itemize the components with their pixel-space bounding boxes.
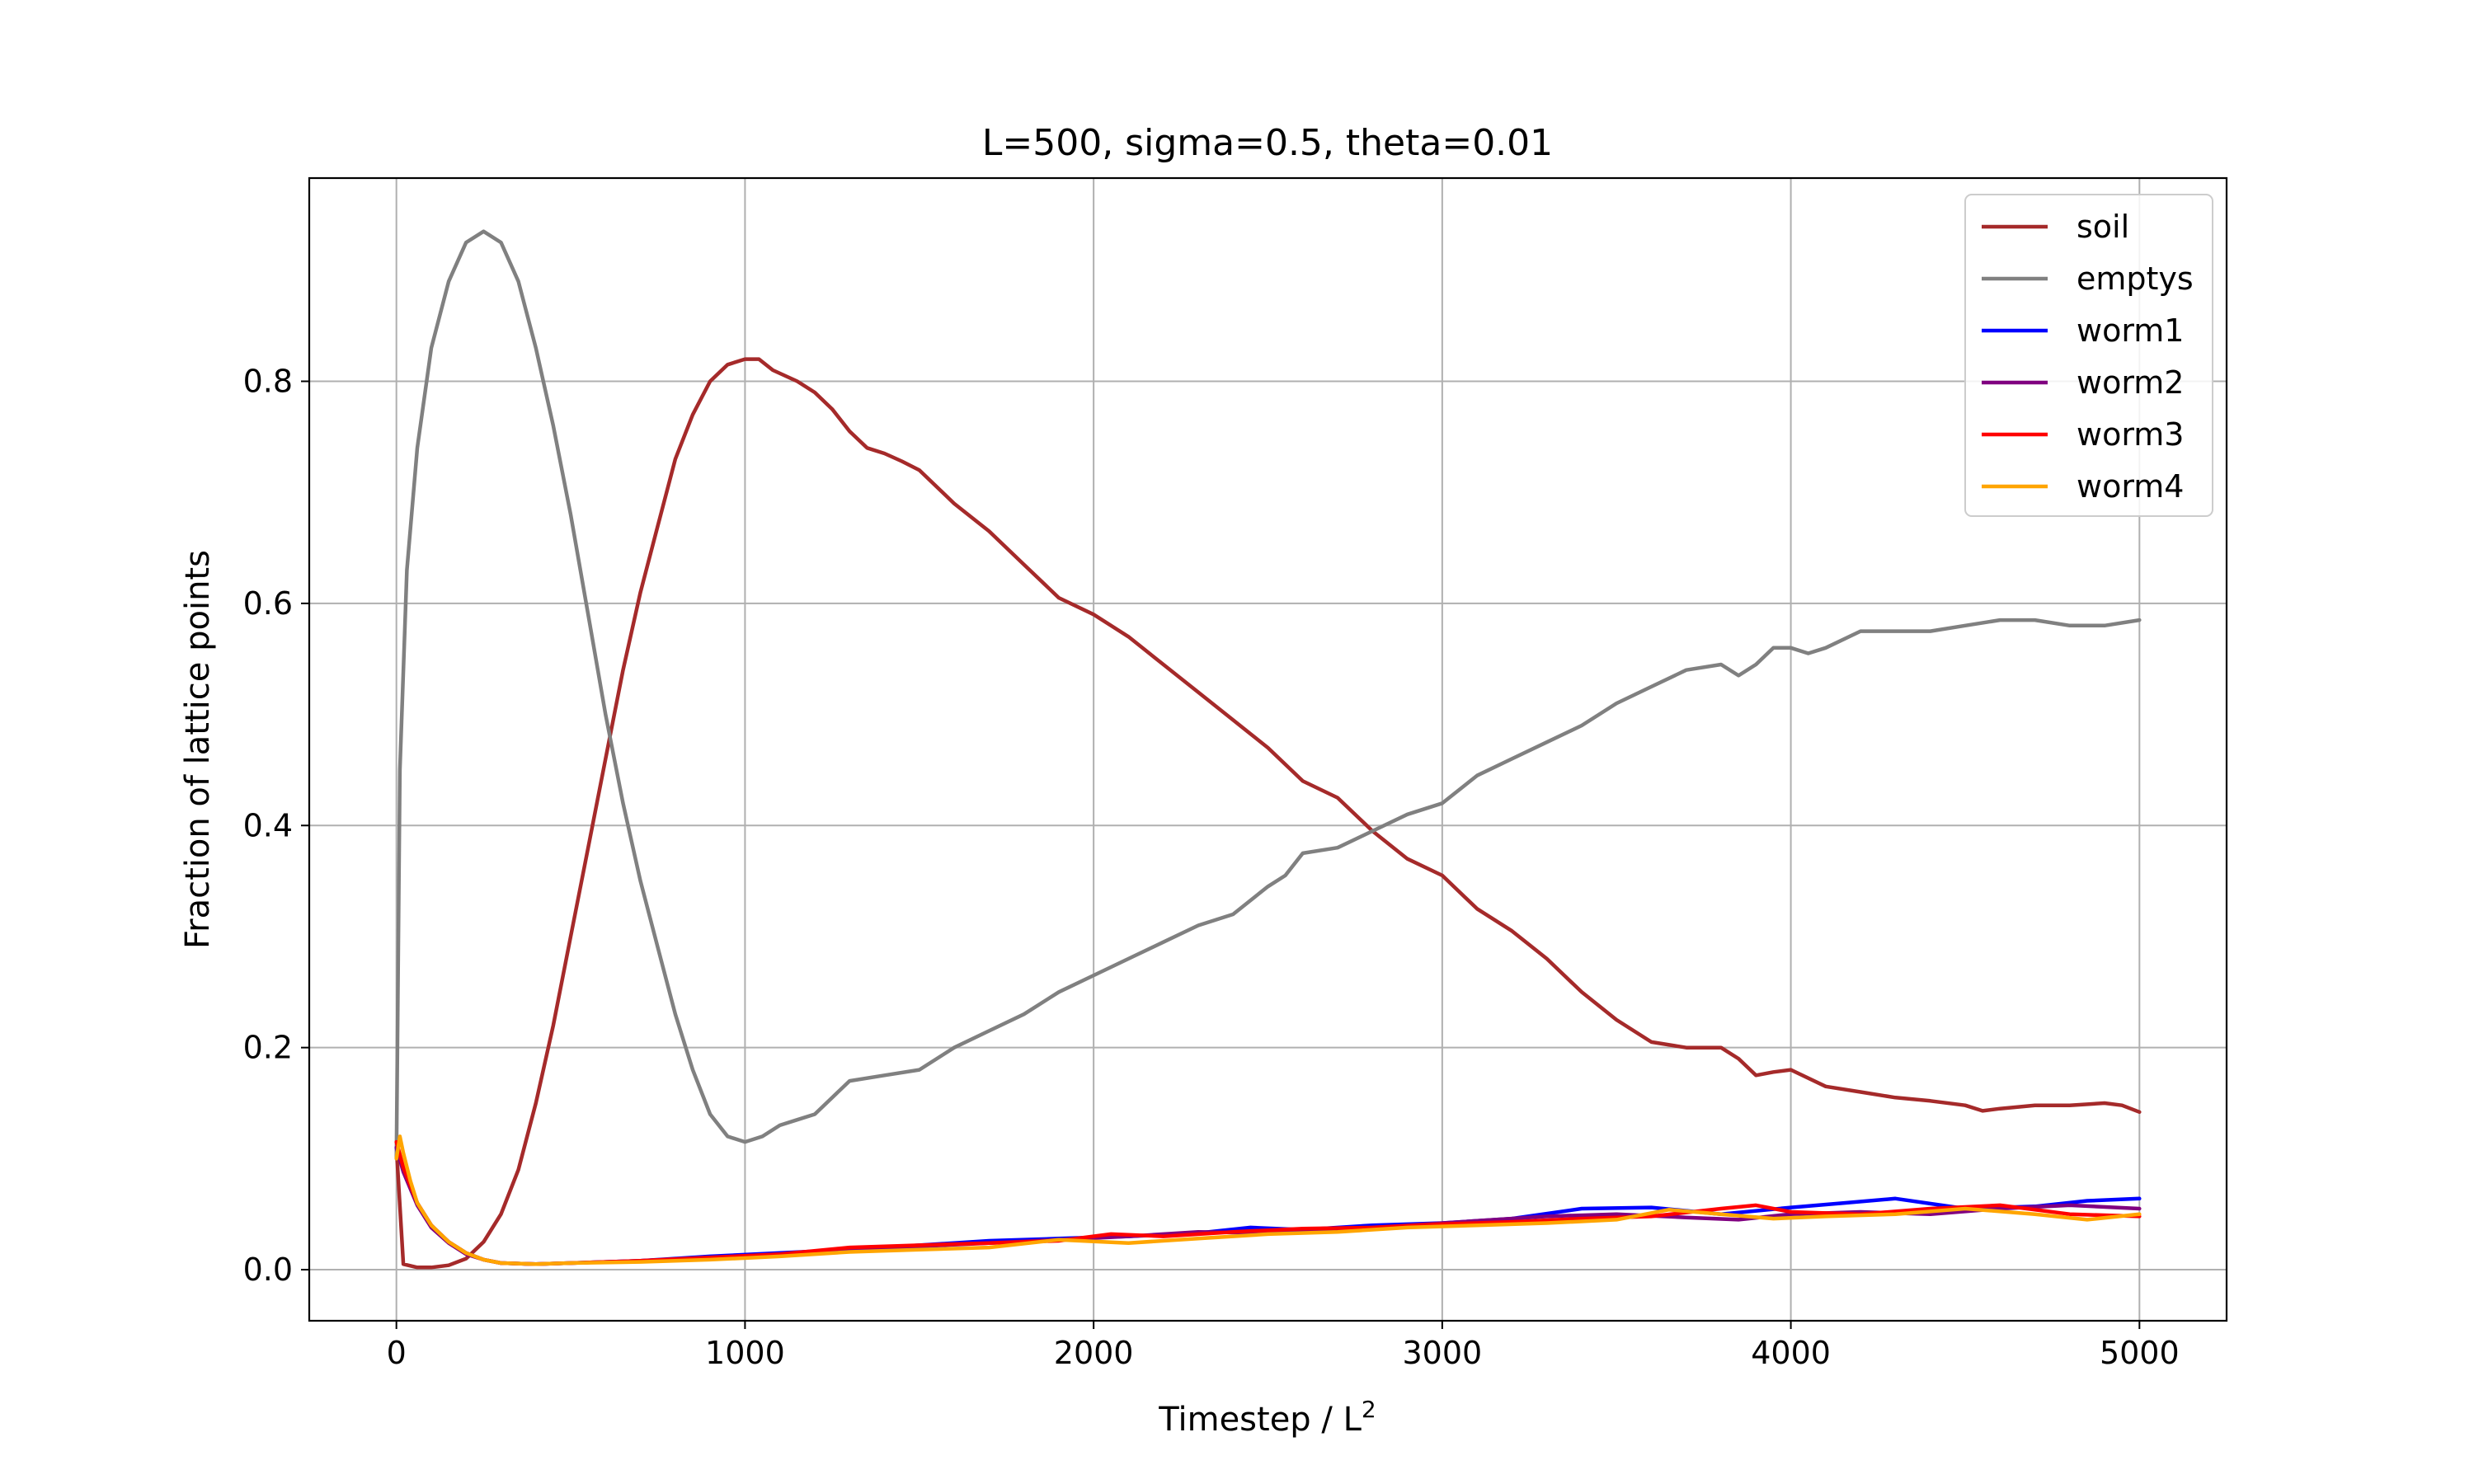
y-tick-label: 0.0 (243, 1252, 293, 1288)
x-axis-label: Timestep / L2 (1158, 1396, 1376, 1439)
legend: soil emptys worm1 worm2 worm3 worm4 (1964, 194, 2213, 517)
series-lines (394, 229, 2142, 1270)
series-line-emptys (394, 229, 2142, 1161)
chart-title: L=500, sigma=0.5, theta=0.01 (982, 122, 1553, 164)
x-tick-label: 0 (387, 1335, 407, 1371)
x-tick-label: 2000 (1054, 1335, 1134, 1371)
y-axis-label: Fraction of lattice points (179, 550, 217, 949)
y-tick-label: 0.2 (243, 1030, 293, 1066)
x-tick-label: 4000 (1751, 1335, 1831, 1371)
x-axis-label-text: Timestep / L (1158, 1401, 1362, 1439)
y-tick-label: 0.6 (243, 585, 293, 622)
plot-frame (308, 176, 2228, 1322)
legend-label-worm1: worm1 (2077, 312, 2184, 349)
x-tick-label: 3000 (1403, 1335, 1483, 1371)
y-tick-label: 0.4 (243, 807, 293, 843)
series-line-soil (394, 357, 2142, 1270)
legend-label-worm4: worm4 (2077, 468, 2184, 505)
legend-label-soil: soil (2077, 209, 2129, 245)
legend-label-worm2: worm2 (2077, 364, 2184, 401)
x-axis-label-superscript: 2 (1362, 1396, 1376, 1423)
axis-ticks: 0 1000 2000 3000 4000 5000 0.0 0.2 0.4 0.6 0.8 (243, 363, 2180, 1371)
x-tick-label: 1000 (705, 1335, 785, 1371)
series-line-worm4 (394, 1134, 2142, 1266)
legend-label-worm3: worm3 (2077, 416, 2184, 453)
x-tick-label: 5000 (2100, 1335, 2180, 1371)
y-tick-label: 0.8 (243, 363, 293, 399)
legend-label-emptys: emptys (2077, 261, 2194, 297)
